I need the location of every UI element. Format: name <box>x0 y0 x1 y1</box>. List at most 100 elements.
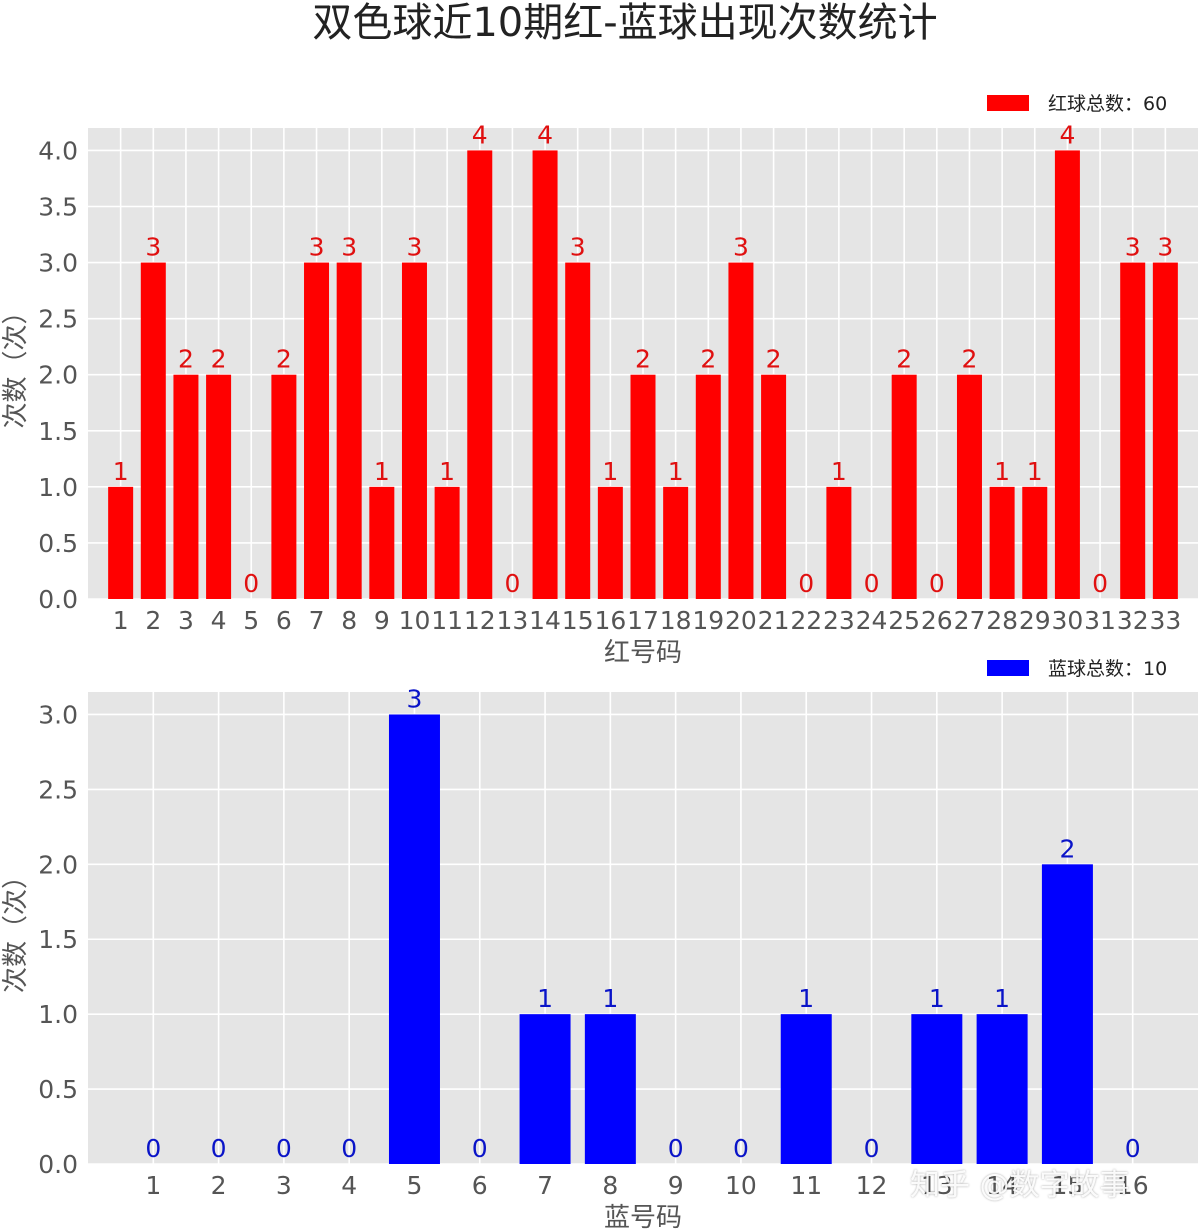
x-tick-label: 14 <box>986 1171 1018 1200</box>
x-tick-label: 12 <box>464 606 496 635</box>
bar-value-label: 0 <box>1125 1134 1141 1163</box>
x-tick-label: 31 <box>1084 606 1116 635</box>
bar-value-label: 1 <box>798 984 814 1013</box>
watermark: 知乎 @数字故事 <box>910 1168 1130 1203</box>
bar <box>304 262 330 599</box>
x-axis-label: 红号码 <box>604 638 682 668</box>
bar-value-label: 1 <box>994 457 1010 486</box>
bar-value-label: 3 <box>733 233 749 262</box>
x-tick-label: 8 <box>602 1171 618 1200</box>
x-tick-label: 6 <box>472 1171 488 1200</box>
x-tick-label: 25 <box>888 606 920 635</box>
bar-value-label: 3 <box>407 684 423 713</box>
bar <box>467 150 493 599</box>
bar-value-label: 0 <box>864 569 880 598</box>
x-tick-label: 3 <box>178 606 194 635</box>
legend-swatch <box>987 95 1029 111</box>
x-tick-label: 21 <box>758 606 790 635</box>
x-tick-label: 2 <box>145 606 161 635</box>
x-tick-label: 5 <box>243 606 259 635</box>
chart-title: 双色球近10期红-蓝球出现次数统计 <box>312 0 937 46</box>
bar <box>728 262 754 599</box>
legend-label: 蓝球总数：10 <box>1048 658 1167 680</box>
bar <box>780 1014 832 1164</box>
bar-value-label: 0 <box>798 569 814 598</box>
bar <box>271 374 297 599</box>
bar <box>956 374 982 599</box>
y-tick-label: 0.0 <box>38 585 78 614</box>
bar <box>989 486 1015 599</box>
x-tick-label: 17 <box>627 606 659 635</box>
bar-value-label: 3 <box>570 233 586 262</box>
bar <box>911 1014 963 1164</box>
y-axis-label: 次数（次） <box>1 298 31 428</box>
y-axis-label: 次数（次） <box>1 863 31 993</box>
bar-value-label: 1 <box>994 984 1010 1013</box>
bar-value-label: 0 <box>276 1134 292 1163</box>
bar-value-label: 1 <box>113 457 129 486</box>
bar <box>1054 150 1080 599</box>
bar <box>519 1014 571 1164</box>
bar-value-label: 4 <box>537 120 553 149</box>
bar-value-label: 2 <box>962 345 978 374</box>
x-tick-label: 3 <box>276 1171 292 1200</box>
x-tick-label: 8 <box>341 606 357 635</box>
bar-value-label: 0 <box>472 1134 488 1163</box>
x-axis-label: 蓝号码 <box>604 1203 682 1231</box>
bar <box>630 374 656 599</box>
bar <box>597 486 623 599</box>
bar <box>663 486 689 599</box>
x-tick-label: 13 <box>497 606 529 635</box>
x-tick-label: 27 <box>954 606 986 635</box>
bar <box>532 150 558 599</box>
bar <box>434 486 460 599</box>
x-tick-label: 10 <box>725 1171 757 1200</box>
y-tick-label: 4.0 <box>38 136 78 165</box>
bar-value-label: 3 <box>145 233 161 262</box>
bar <box>826 486 852 599</box>
bar <box>336 262 362 599</box>
x-tick-label: 15 <box>562 606 594 635</box>
y-tick-label: 1.0 <box>38 1000 78 1029</box>
bar <box>1041 864 1093 1164</box>
bar <box>140 262 166 599</box>
bar-value-label: 0 <box>733 1134 749 1163</box>
bar-value-label: 2 <box>766 345 782 374</box>
bar-value-label: 2 <box>1059 834 1075 863</box>
x-tick-label: 7 <box>309 606 325 635</box>
y-tick-label: 2.0 <box>38 850 78 879</box>
x-tick-label: 16 <box>1117 1171 1149 1200</box>
bar <box>1152 262 1178 599</box>
x-tick-label: 9 <box>668 1171 684 1200</box>
bar-value-label: 3 <box>1157 233 1173 262</box>
bar-value-label: 2 <box>700 345 716 374</box>
y-tick-label: 1.5 <box>38 925 78 954</box>
bar-value-label: 3 <box>407 233 423 262</box>
bar-value-label: 4 <box>472 120 488 149</box>
x-tick-label: 6 <box>276 606 292 635</box>
bar <box>891 374 917 599</box>
bar-value-label: 0 <box>1092 569 1108 598</box>
x-tick-label: 4 <box>211 606 227 635</box>
x-tick-label: 30 <box>1052 606 1084 635</box>
bar <box>108 486 134 599</box>
y-tick-label: 0.5 <box>38 1075 78 1104</box>
x-tick-label: 7 <box>537 1171 553 1200</box>
y-tick-label: 2.5 <box>38 305 78 334</box>
x-tick-label: 16 <box>594 606 626 635</box>
bar-value-label: 0 <box>211 1134 227 1163</box>
bar <box>565 262 591 599</box>
bar-value-label: 3 <box>1125 233 1141 262</box>
bar-value-label: 2 <box>211 345 227 374</box>
red-ball-chart: 0.00.51.01.52.02.53.03.54.01132232405263… <box>1 93 1198 668</box>
x-tick-label: 12 <box>856 1171 888 1200</box>
y-tick-label: 0.0 <box>38 1150 78 1179</box>
bar-value-label: 1 <box>374 457 390 486</box>
bar-value-label: 1 <box>831 457 847 486</box>
bar-value-label: 3 <box>341 233 357 262</box>
bar <box>976 1014 1028 1164</box>
bar <box>401 262 427 599</box>
legend-swatch <box>987 660 1029 676</box>
bar-value-label: 1 <box>929 984 945 1013</box>
x-tick-label: 9 <box>374 606 390 635</box>
